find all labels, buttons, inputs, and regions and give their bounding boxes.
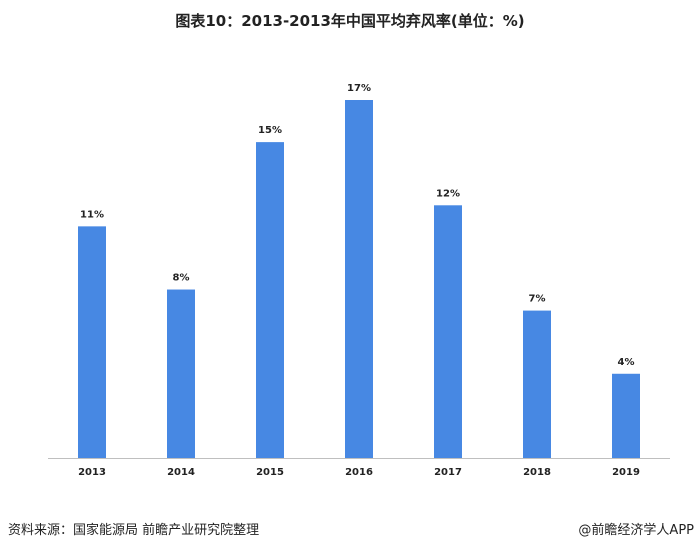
data-label: 4% (618, 357, 635, 368)
bar-2016 (345, 100, 373, 458)
x-tick-label: 2019 (612, 467, 640, 478)
bar-2015 (256, 142, 284, 458)
x-tick-label: 2015 (256, 467, 284, 478)
chart-title: 图表10：2013-2013年中国平均弃风率(单位：%) (175, 12, 525, 30)
data-label: 11% (80, 209, 104, 220)
data-label: 12% (436, 188, 460, 199)
bar-2019 (612, 373, 640, 458)
bar-chart: 11% 2013 8% 2014 15% 2015 17% 2016 12% 2017 7% 2018… (48, 83, 670, 478)
source-note: 资料来源：国家能源局 前瞻产业研究院整理 (8, 523, 260, 538)
x-tick-label: 2014 (167, 467, 195, 478)
x-tick-label: 2017 (434, 467, 462, 478)
bar-2018 (523, 310, 551, 458)
credit-note: @前瞻经济学人APP (578, 523, 694, 538)
data-label: 8% (173, 273, 190, 284)
x-tick-label: 2016 (345, 467, 373, 478)
data-label: 7% (529, 294, 546, 305)
data-label: 15% (258, 125, 282, 136)
bar-2014 (167, 289, 195, 458)
bar-2017 (434, 205, 462, 458)
data-label: 17% (347, 83, 371, 94)
x-tick-label: 2013 (78, 467, 106, 478)
x-tick-label: 2018 (523, 467, 551, 478)
bar-2013 (78, 226, 106, 458)
